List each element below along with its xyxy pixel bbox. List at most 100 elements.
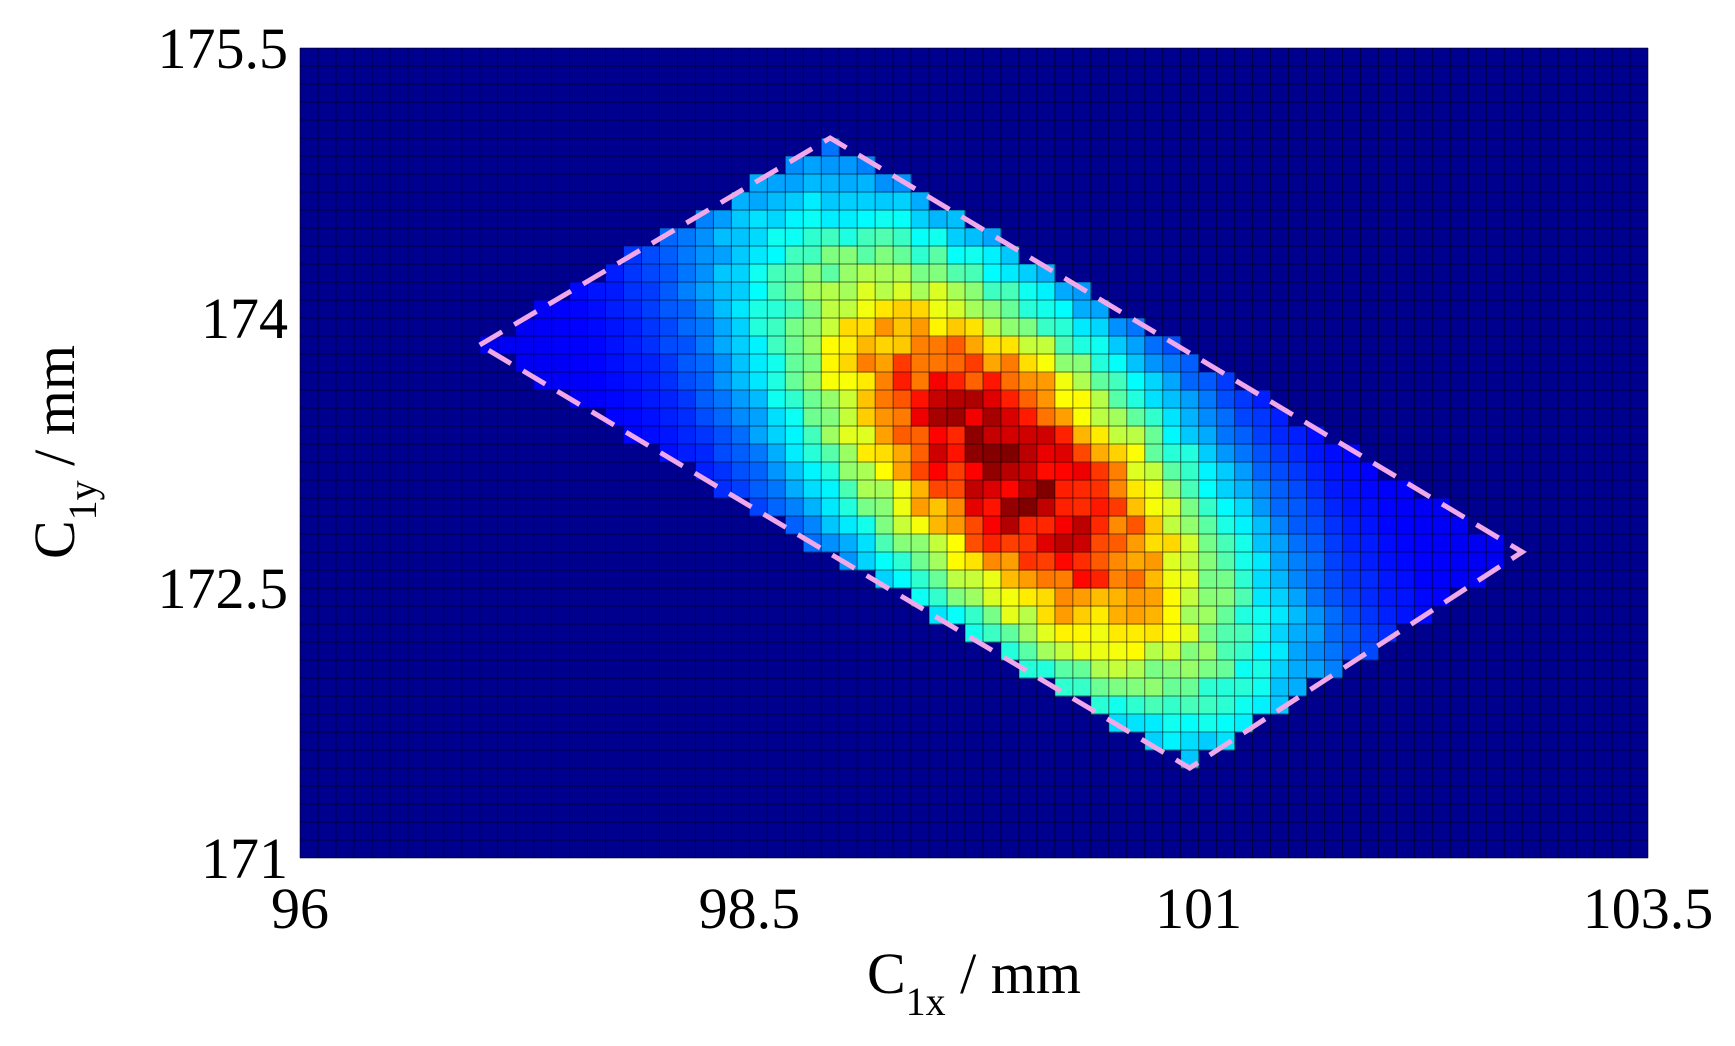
heatmap-cell — [1090, 606, 1110, 625]
heatmap-cell — [929, 480, 948, 499]
x-tick-label: 101 — [1155, 876, 1242, 941]
heatmap-cell — [1288, 570, 1308, 589]
heatmap-cell — [659, 318, 678, 337]
heatmap-cell — [1216, 408, 1236, 427]
heatmap-cell — [875, 498, 894, 517]
heatmap-cell — [1180, 426, 1200, 445]
heatmap-cell — [1342, 570, 1361, 589]
heatmap-cell — [1090, 678, 1110, 697]
heatmap-cell — [1108, 516, 1128, 535]
heatmap-cell — [1288, 588, 1308, 607]
heatmap-cell — [1306, 498, 1325, 517]
heatmap-cell — [731, 408, 750, 427]
heatmap-cell — [1270, 444, 1290, 463]
heatmap-cell — [1000, 372, 1020, 391]
heatmap-cell — [1162, 354, 1182, 373]
heatmap-cell — [803, 408, 822, 427]
heatmap-cell — [1072, 408, 1092, 427]
heatmap-cell — [911, 228, 930, 247]
heatmap-cell — [1108, 696, 1128, 715]
heatmap-cell — [893, 390, 912, 409]
heatmap-cell — [1216, 696, 1236, 715]
heatmap-cell — [641, 264, 660, 283]
heatmap-cell — [659, 354, 678, 373]
heatmap-cell — [1054, 534, 1074, 553]
heatmap-cell — [605, 336, 625, 355]
heatmap-cell — [1108, 642, 1128, 661]
heatmap-cell — [875, 516, 894, 535]
heatmap-cell — [1018, 372, 1038, 391]
heatmap-cell — [533, 336, 553, 355]
heatmap-cell — [1414, 552, 1433, 571]
heatmap-cell — [929, 318, 948, 337]
heatmap-cell — [821, 408, 840, 427]
heatmap-cell — [821, 498, 840, 517]
heatmap-cell — [1234, 480, 1254, 499]
heatmap-cell — [911, 408, 930, 427]
heatmap-cell — [1198, 696, 1218, 715]
heatmap-cell — [677, 444, 696, 463]
heatmap-cell — [947, 282, 966, 301]
heatmap-cell — [1018, 336, 1038, 355]
heatmap-cell — [947, 534, 966, 553]
heatmap-cell — [1396, 498, 1415, 517]
heatmap-cell — [929, 228, 948, 247]
heatmap-cell — [1252, 408, 1272, 427]
heatmap-cell — [1126, 606, 1146, 625]
heatmap-cell — [677, 372, 696, 391]
heatmap-cell — [695, 300, 714, 319]
heatmap-cell — [911, 426, 930, 445]
heatmap-cell — [1144, 534, 1164, 553]
heatmap-cell — [1306, 480, 1325, 499]
heatmap-cell — [1054, 318, 1074, 337]
heatmap-cell — [785, 480, 804, 499]
heatmap-cell — [1036, 336, 1056, 355]
y-axis-title-symbol: C — [22, 520, 87, 559]
heatmap-cell — [982, 246, 1002, 265]
heatmap-cell — [749, 354, 768, 373]
heatmap-cell — [1342, 498, 1361, 517]
heatmap-cell — [1000, 390, 1020, 409]
heatmap-cell — [965, 552, 984, 571]
heatmap-cell — [803, 264, 822, 283]
heatmap-cell — [1126, 462, 1146, 481]
heatmap-cell — [1306, 516, 1325, 535]
heatmap-cell — [911, 480, 930, 499]
y-tick-labels: 171 172.5 174 175.5 — [158, 16, 289, 891]
heatmap-cell — [497, 336, 517, 355]
heatmap-cell — [1054, 624, 1074, 643]
heatmap-cell — [1180, 462, 1200, 481]
heatmap-cell — [1324, 588, 1343, 607]
heatmap-cell — [1360, 588, 1379, 607]
heatmap-cell — [641, 354, 660, 373]
heatmap-cell — [929, 588, 948, 607]
heatmap-cell — [713, 282, 732, 301]
heatmap-cell — [1252, 696, 1272, 715]
heatmap-cell — [947, 246, 966, 265]
heatmap-cell — [875, 300, 894, 319]
heatmap-cell — [749, 318, 768, 337]
heatmap-cell — [1162, 660, 1182, 679]
heatmap-cell — [569, 282, 589, 301]
heatmap-cell — [1198, 570, 1218, 589]
heatmap-cell — [893, 354, 912, 373]
heatmap-cell — [1000, 318, 1020, 337]
heatmap-cell — [785, 318, 804, 337]
heatmap-cell — [821, 354, 840, 373]
heatmap-cell — [929, 390, 948, 409]
heatmap-cell — [695, 228, 714, 247]
heatmap-cell — [731, 246, 750, 265]
heatmap-cell — [1234, 696, 1254, 715]
heatmap-cell — [1324, 642, 1343, 661]
heatmap-cell — [587, 336, 607, 355]
heatmap-cell — [893, 480, 912, 499]
heatmap-cell — [1216, 570, 1236, 589]
heatmap-cell — [911, 498, 930, 517]
heatmap-cell — [1000, 624, 1020, 643]
heatmap-cell — [1000, 408, 1020, 427]
heatmap-cell — [785, 192, 804, 211]
heatmap-cell — [641, 336, 660, 355]
heatmap-cell — [893, 192, 912, 211]
heatmap-cell — [1090, 480, 1110, 499]
heatmap-cell — [1108, 570, 1128, 589]
